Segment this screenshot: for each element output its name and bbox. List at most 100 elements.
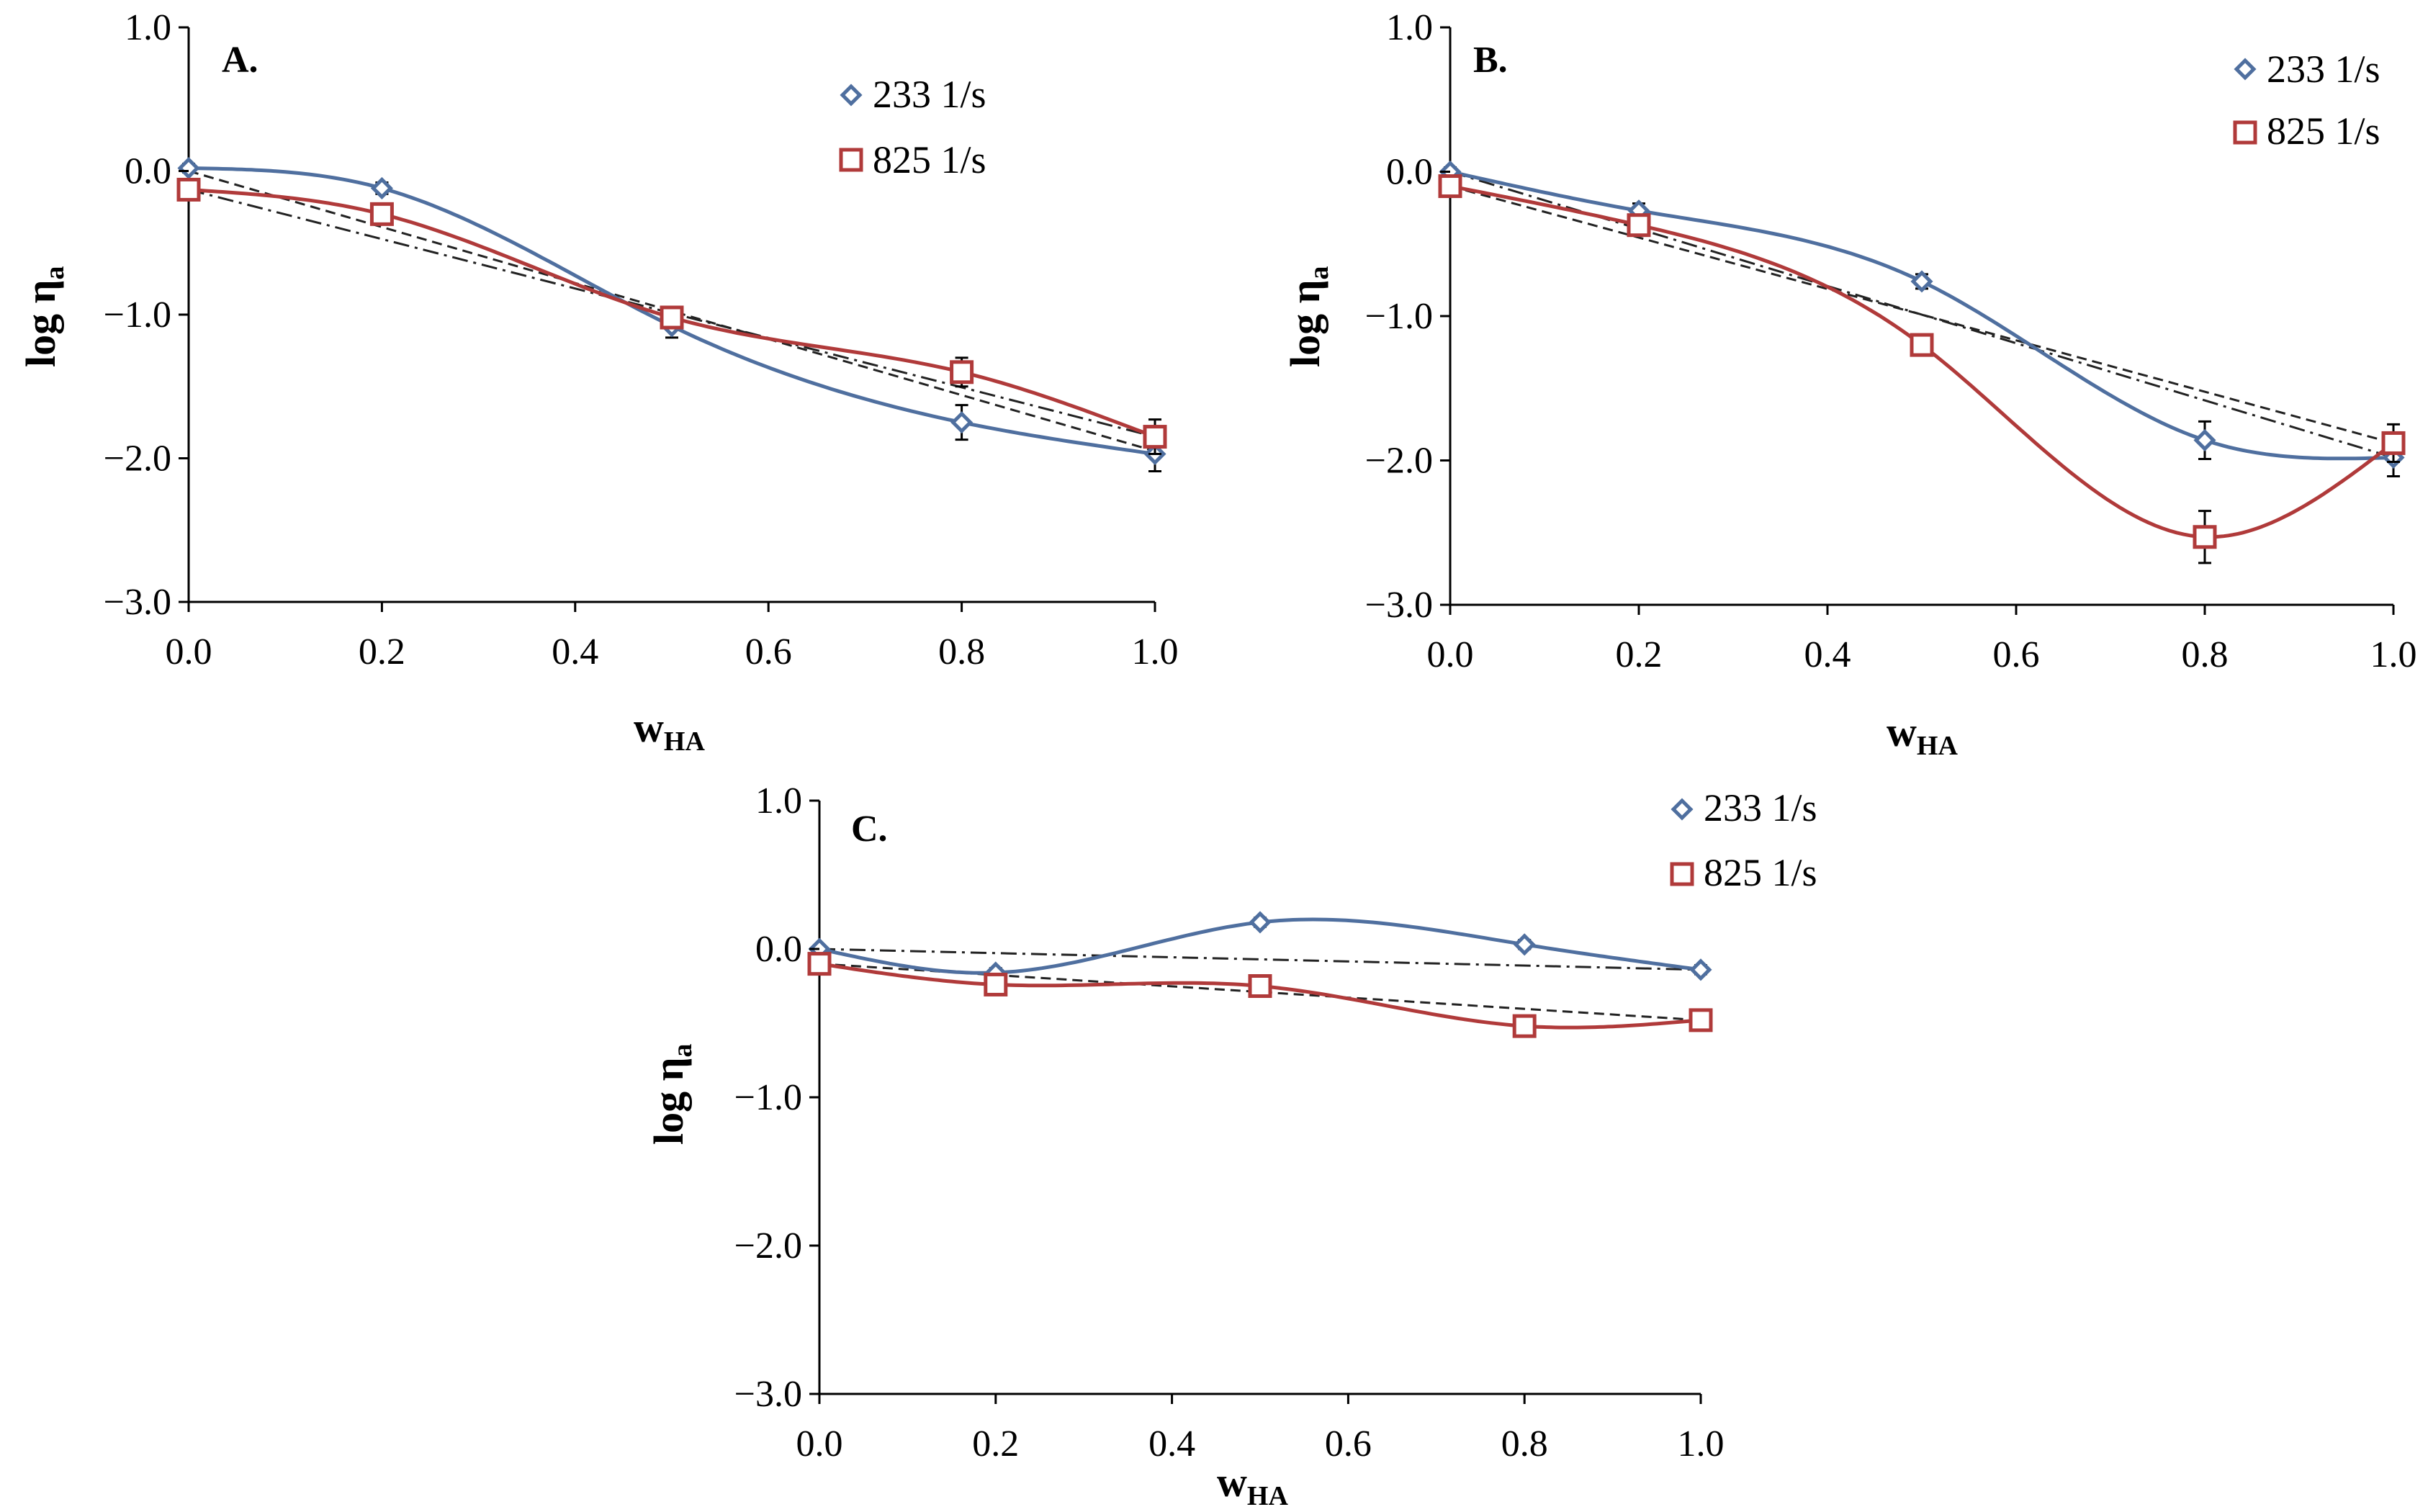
panel-a-point-825 <box>660 305 684 330</box>
panel-a: 1.00.0−1.0−2.0−3.00.0 0.2 0.4 0.6 0.8 1.0 A. … <box>17 7 1179 757</box>
panel-b-point-825 <box>2193 525 2217 549</box>
panel-b-ylabel: log ηa <box>1282 266 1334 367</box>
panel-c-xtick-label: 0.8 <box>1501 1423 1548 1464</box>
panel-b-xtick-label: 0.0 <box>1427 634 1474 675</box>
panel-b-ytick-label: −1.0 <box>1365 296 1433 337</box>
panel-c: 1.00.0−1.0−2.0−3.00.0 0.2 0.4 0.6 0.8 1.0 C. … <box>645 780 1817 1511</box>
panel-b-ylabel-sub: a <box>1304 266 1334 279</box>
panel-b-curve-825 <box>1449 184 2395 539</box>
panel-b: 1.00.0−1.0−2.0−3.00.0 0.2 0.4 0.6 0.8 1.0 B. … <box>1282 7 2417 761</box>
panel-c-ytick-label: −2.0 <box>734 1225 802 1266</box>
panel-c-point-825 <box>1512 1014 1537 1038</box>
panel-b-xtick-label: 0.4 <box>1804 634 1851 675</box>
panel-a-point-233 <box>177 156 200 180</box>
panel-c-xtick-label: 0.6 <box>1325 1423 1372 1464</box>
panel-c-point-233 <box>1689 958 1712 981</box>
panel-c-xtick-label: 0.2 <box>972 1423 1019 1464</box>
panel-c-xtick-label: 0.0 <box>796 1423 843 1464</box>
panel-b-point-825 <box>2381 431 2406 455</box>
panel-c-xlabel-sub: HA <box>1247 1481 1289 1511</box>
panel-a-legend-symbol-825 <box>839 148 863 172</box>
panel-a-xtick-label: 0.2 <box>359 631 405 672</box>
panel-a-xlabel: wHA <box>634 704 705 757</box>
panel-b-legend-symbol-825 <box>2233 120 2257 145</box>
panel-a-point-825 <box>950 360 974 384</box>
panel-c-ylabel: log ηa <box>645 1043 698 1145</box>
panel-c-ylabel-sub: a <box>667 1043 698 1057</box>
panel-a-point-825 <box>1143 425 1167 449</box>
panel-b-ticks: 1.0 0.0 −1.0 −2.0 −3.0 0.0 0.2 0.4 0.6 0.8 1.0 <box>1365 7 2417 675</box>
panel-c-point-825 <box>1248 974 1272 998</box>
panel-a-legend-marker-825 <box>839 148 863 172</box>
panel-a-ytick-label: 0.0 <box>125 151 171 192</box>
panel-c-legend-marker-825 <box>1670 862 1694 886</box>
panel-c-ytick-label: 0.0 <box>755 929 802 970</box>
panel-b-reference-line-dashed <box>1449 185 2394 444</box>
panel-a-ylabel: log ηa <box>17 266 70 367</box>
panel-c-legend: 233 1/s 825 1/s <box>1670 786 1817 894</box>
panel-c-legend-825: 825 1/s <box>1704 851 1817 894</box>
panel-b-xlabel: wHA <box>1887 708 1958 761</box>
panel-b-xtick-label: 0.8 <box>2182 634 2229 675</box>
panel-c-ytick-label: −1.0 <box>734 1077 802 1118</box>
panel-b-ylabel-main: log η <box>1282 279 1328 367</box>
panel-a-xtick-label: 0.8 <box>938 631 985 672</box>
panel-b-point-233 <box>1910 270 1933 293</box>
panel-c-point-825 <box>1689 1008 1713 1032</box>
panel-a-ticks: 1.0 0.0 −1.0 −2.0 −3.0 0.0 0.2 0.4 0.6 0.8 1.0 <box>104 7 1179 672</box>
panel-a-point-825 <box>176 177 201 202</box>
panel-b-xtick-label: 0.2 <box>1616 634 1663 675</box>
panel-c-xtick-label: 1.0 <box>1678 1423 1725 1464</box>
panel-c-point-233 <box>1249 911 1272 934</box>
panel-c-point-233 <box>1513 933 1536 956</box>
panel-c-ytick-label: 1.0 <box>755 780 802 822</box>
panel-a-xlabel-sub: HA <box>664 726 706 757</box>
panel-c-reference-line-dashdot <box>819 948 1701 971</box>
panel-b-point-233 <box>2193 428 2216 451</box>
panel-c-legend-233: 233 1/s <box>1704 786 1817 829</box>
panel-b-ytick-label: 1.0 <box>1386 7 1433 48</box>
panel-a-ytick-label: 1.0 <box>125 7 171 48</box>
panel-a-ylabel-main: log η <box>17 279 64 367</box>
panel-b-xlabel-main: w <box>1887 708 1917 755</box>
panel-b-legend-marker-825 <box>2233 120 2257 145</box>
panel-a-xtick-label: 0.0 <box>166 631 212 672</box>
panel-b-ytick-label: −3.0 <box>1365 585 1433 626</box>
panel-c-xlabel: wHA <box>1217 1459 1288 1511</box>
panel-b-point-825 <box>1627 213 1651 238</box>
panel-a-legend-symbol-233 <box>840 84 863 107</box>
panel-a-legend-825: 825 1/s <box>873 138 986 181</box>
panel-c-xtick-label: 0.4 <box>1148 1423 1195 1464</box>
panel-b-plot-area <box>1438 27 2406 606</box>
panel-b-legend-233: 233 1/s <box>2267 48 2380 91</box>
panel-c-legend-marker-233 <box>1671 798 1694 821</box>
panel-c-xlabel-main: w <box>1217 1459 1247 1506</box>
panel-a-point-233 <box>370 176 393 199</box>
panel-a-xtick-label: 1.0 <box>1132 631 1179 672</box>
panel-b-ylabel-group: log ηa <box>1282 266 1334 367</box>
panel-a-ytick-label: −1.0 <box>104 294 171 336</box>
panel-a-ytick-label: −3.0 <box>104 582 171 623</box>
panel-c-legend-symbol-233 <box>1671 798 1694 821</box>
panel-a-ylabel-group: log ηa <box>17 266 70 367</box>
panel-a-xlabel-main: w <box>634 704 664 751</box>
panel-c-plot-area <box>807 801 1713 1395</box>
panel-a-label: A. <box>222 40 258 81</box>
panel-b-ytick-label: −2.0 <box>1365 441 1433 482</box>
panel-b-legend-symbol-233 <box>2234 58 2257 81</box>
panel-b-point-825 <box>1438 174 1462 199</box>
panel-c-point-825 <box>807 952 832 976</box>
panel-a-legend-marker-233 <box>840 84 863 107</box>
panel-a-point-825 <box>369 202 394 226</box>
panel-b-xtick-label: 0.6 <box>1993 634 2040 675</box>
panel-b-label: B. <box>1473 40 1508 81</box>
panel-a-ytick-label: −2.0 <box>104 438 171 480</box>
panel-a-point-233 <box>950 411 974 434</box>
panel-a-legend: 233 1/s 825 1/s <box>839 73 986 181</box>
panel-c-ylabel-main: log η <box>645 1057 692 1145</box>
panel-c-label: C. <box>851 809 888 850</box>
panel-b-xtick-label: 1.0 <box>2370 634 2417 675</box>
panel-a-legend-233: 233 1/s <box>873 73 986 116</box>
panel-c-ylabel-group: log ηa <box>645 1043 698 1145</box>
panel-a-ylabel-sub: a <box>40 266 70 279</box>
